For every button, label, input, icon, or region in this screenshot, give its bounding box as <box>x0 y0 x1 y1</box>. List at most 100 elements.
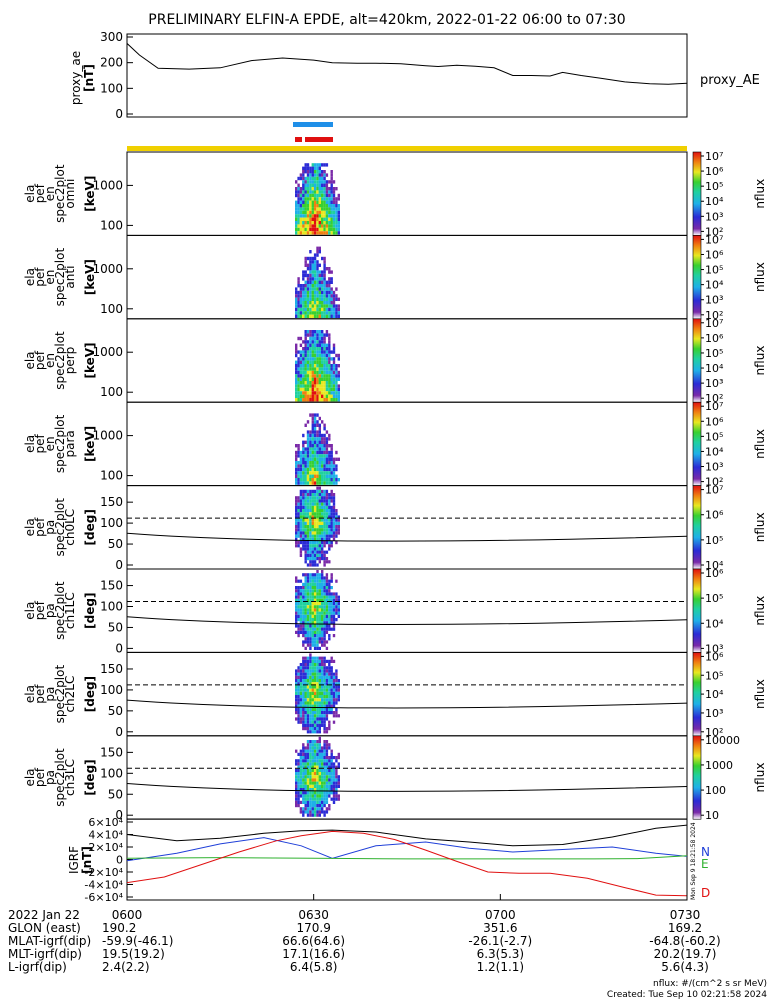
spectrogram-pixel <box>323 749 326 753</box>
spectrogram-pixel <box>328 499 331 503</box>
spectrogram-pixel <box>304 330 307 334</box>
spectrogram-ylabel-line: pa <box>43 603 57 618</box>
spectrogram-pixel <box>306 618 310 622</box>
spectrogram-ytick-label: 0 <box>115 725 123 739</box>
spectrogram-frame <box>126 401 688 487</box>
spectrogram-pixel <box>309 311 312 315</box>
spectrogram-pixel <box>318 521 321 525</box>
spectrogram-pixel <box>323 685 326 689</box>
spectrogram-pixel <box>328 467 331 472</box>
spectrogram-pixel <box>299 394 303 398</box>
footer-row-value: 0600 <box>112 908 143 922</box>
spectrogram-pixel <box>311 384 314 388</box>
spectrogram-pixel <box>321 775 324 779</box>
spectrogram-pixel <box>332 347 336 351</box>
spectrogram-pixel <box>330 464 333 468</box>
spectrogram-pixel <box>318 598 321 602</box>
spectrogram-pixel <box>323 598 326 602</box>
spectrogram-pixel <box>332 224 336 228</box>
spectrogram-pixel <box>299 467 303 472</box>
spectrogram-pixel <box>316 528 319 532</box>
spectrogram-pixel <box>330 672 333 676</box>
spectrogram-pixel <box>325 467 329 472</box>
spectrogram-pixel <box>316 688 319 692</box>
spectrogram-pixel <box>304 170 307 174</box>
spectrogram-pixel <box>302 461 305 465</box>
spectrogram-pixel <box>325 698 329 702</box>
spectrogram-pixel <box>321 190 324 194</box>
spectrogram-pixel <box>332 367 336 371</box>
spectrogram-pixel <box>323 550 326 554</box>
spectrogram-pixel <box>302 210 305 215</box>
spectrogram-pixel <box>299 669 303 673</box>
spectrogram-pixel <box>311 800 314 804</box>
spectrogram-pixel <box>295 525 298 529</box>
spectrogram-pixel <box>304 608 307 612</box>
spectrogram-pixel <box>323 675 326 679</box>
spectrogram-pixel <box>306 384 310 388</box>
spectrogram-pixel <box>309 765 312 769</box>
spectrogram-pixel <box>297 672 300 676</box>
spectrogram-pixel <box>295 471 298 475</box>
spectrogram-pixel <box>316 621 319 625</box>
spectrogram-pixel <box>316 781 319 785</box>
spectrogram-pixel <box>306 467 310 472</box>
spectrogram-pixel <box>325 759 329 763</box>
spectrogram-pixel <box>330 781 333 785</box>
spectrogram-pixel <box>313 586 317 590</box>
spectrogram-pixel <box>297 534 300 538</box>
spectrogram-pixel <box>299 454 303 458</box>
spectrogram-pixel <box>311 454 314 458</box>
spectrogram-pixel <box>316 669 319 673</box>
spectrogram-pixel <box>323 353 326 358</box>
spectrogram-pixel <box>318 221 321 225</box>
spectrogram-pixel <box>311 280 314 284</box>
spectrogram-pixel <box>330 454 333 458</box>
spectrogram-pixel <box>302 544 305 548</box>
spectrogram-pixel <box>313 420 317 424</box>
spectrogram-pixel <box>302 478 305 482</box>
spectrogram-pixel <box>306 207 310 211</box>
spectrogram-pixel <box>328 340 331 344</box>
spectrogram-pixel <box>323 804 326 808</box>
spectrogram-pixel <box>306 743 310 747</box>
spectrogram-pixel <box>321 570 324 574</box>
spectrogram-pixel <box>304 176 307 181</box>
spectrogram-pixel <box>332 756 336 760</box>
spectrogram-pixel <box>325 586 329 590</box>
spectrogram-pixel <box>306 447 310 451</box>
igrf-ytick-label: 6×10⁴ <box>88 816 123 829</box>
spectrogram-pixel <box>316 163 319 167</box>
spectrogram-pixel <box>330 685 333 689</box>
spectrogram-pixel <box>321 256 324 261</box>
spectrogram-pixel <box>328 433 331 438</box>
spectrogram-pixel <box>302 374 305 378</box>
spectrogram-pixel <box>309 582 312 586</box>
spectrogram-pixel <box>311 534 314 538</box>
proxy-ae-frame <box>126 33 688 118</box>
spectrogram-pixel <box>309 413 312 417</box>
spectrogram-pixel <box>313 340 317 344</box>
spectrogram-pixel <box>313 413 317 417</box>
spectrogram-pixel <box>311 781 314 785</box>
spectrogram-pixel <box>302 357 305 361</box>
spectrogram-pixel <box>297 704 300 708</box>
spectrogram-pixel <box>306 541 310 545</box>
spectrogram-ylabel-line: en <box>43 270 57 285</box>
spectrogram-pixel <box>330 666 333 670</box>
spectrogram-pixel <box>302 340 305 344</box>
spectrogram-pixel <box>316 682 319 686</box>
spectrogram-pixel <box>302 711 305 715</box>
spectrogram-pixel <box>302 224 305 228</box>
spectrogram-pixel <box>328 669 331 673</box>
spectrogram-pixel <box>325 297 329 301</box>
spectrogram-pixel <box>332 611 336 615</box>
spectrogram-pixel <box>304 474 307 478</box>
spectrogram-pixel <box>323 746 326 750</box>
spectrogram-pixel <box>295 515 298 519</box>
spectrogram-pixel <box>306 204 310 208</box>
spectrogram-pixel <box>311 672 314 676</box>
spectrogram-pixel <box>309 394 312 398</box>
spectrogram-pixel <box>311 595 314 599</box>
spectrogram-pixel <box>299 384 303 388</box>
